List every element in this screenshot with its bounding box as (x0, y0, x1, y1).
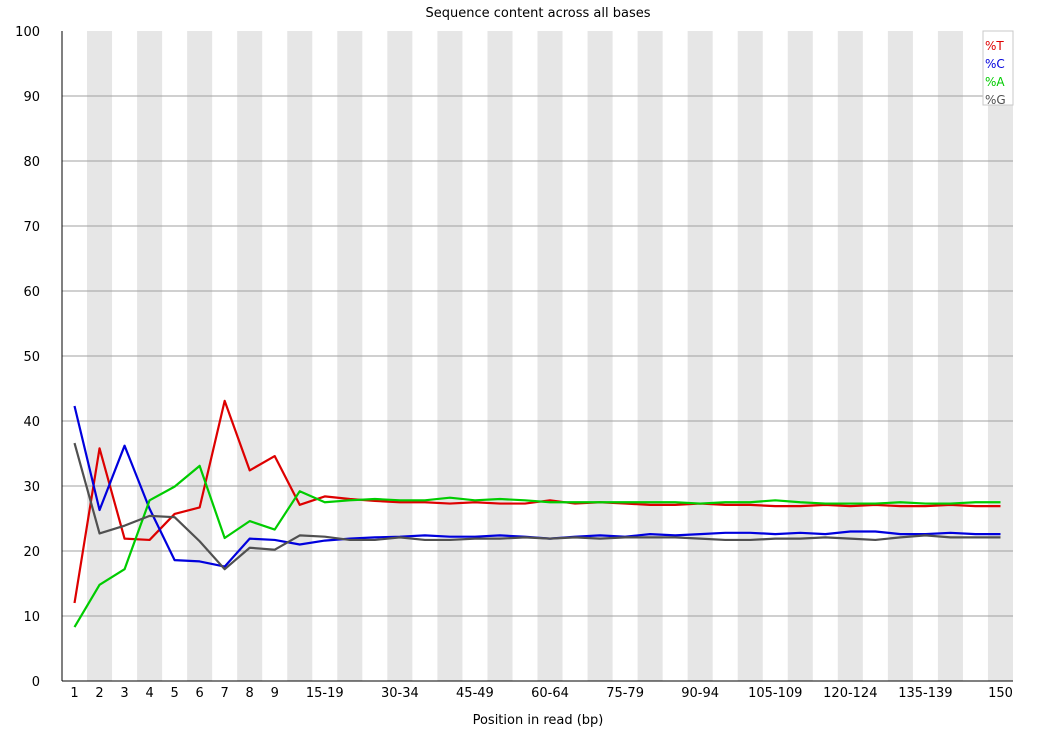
x-tick-label: 9 (271, 686, 279, 701)
series-lines (73, 399, 1001, 628)
x-tick-label: 8 (246, 686, 254, 701)
legend: %T %C %A %G (982, 30, 1014, 107)
x-tick-label: 15-19 (306, 686, 344, 701)
x-tick-label: 7 (221, 686, 229, 701)
x-tick-label: 3 (120, 686, 128, 701)
axes (61, 31, 1013, 682)
y-tick-label: 0 (32, 675, 40, 690)
x-tick-label: 150 (988, 686, 1013, 701)
y-tick-label: 10 (23, 610, 40, 625)
legend-entry: %T (985, 39, 1004, 53)
x-axis-label: Position in read (bp) (473, 713, 604, 728)
legend-entry: %C (985, 57, 1005, 71)
y-tick-label: 50 (23, 350, 40, 365)
y-tick-label: 90 (23, 90, 40, 105)
series-line-pct-g (73, 442, 1001, 571)
x-tick-label: 105-109 (748, 686, 802, 701)
x-axis-ticks: 1 2 3 4 5 6 7 8 9 15-19 30-34 45-49 60-64 75-79 90-94 1… (70, 686, 1013, 701)
x-tick-label: 75-79 (606, 686, 644, 701)
legend-entry: %G (985, 93, 1006, 107)
x-tick-label: 30-34 (381, 686, 419, 701)
y-axis-ticks: 0 10 20 30 40 50 60 70 80 90 100 (15, 25, 40, 690)
legend-box (982, 30, 1014, 106)
y-tick-label: 70 (23, 220, 40, 235)
y-tick-label: 60 (23, 285, 40, 300)
x-tick-label: 135-139 (898, 686, 952, 701)
x-tick-label: 60-64 (531, 686, 569, 701)
x-tick-label: 120-124 (823, 686, 877, 701)
y-tick-label: 100 (15, 25, 40, 40)
x-tick-label: 45-49 (456, 686, 494, 701)
y-tick-label: 20 (23, 545, 40, 560)
x-tick-label: 1 (70, 686, 78, 701)
y-tick-label: 40 (23, 415, 40, 430)
y-tick-label: 80 (23, 155, 40, 170)
chart-title: Sequence content across all bases (425, 6, 650, 21)
x-tick-label: 4 (145, 686, 153, 701)
x-tick-label: 6 (195, 686, 203, 701)
x-tick-label: 5 (170, 686, 178, 701)
series-line-pct-a (73, 464, 1001, 628)
y-tick-label: 30 (23, 480, 40, 495)
legend-entry: %A (985, 75, 1005, 89)
x-tick-label: 90-94 (681, 686, 719, 701)
x-tick-label: 2 (95, 686, 103, 701)
